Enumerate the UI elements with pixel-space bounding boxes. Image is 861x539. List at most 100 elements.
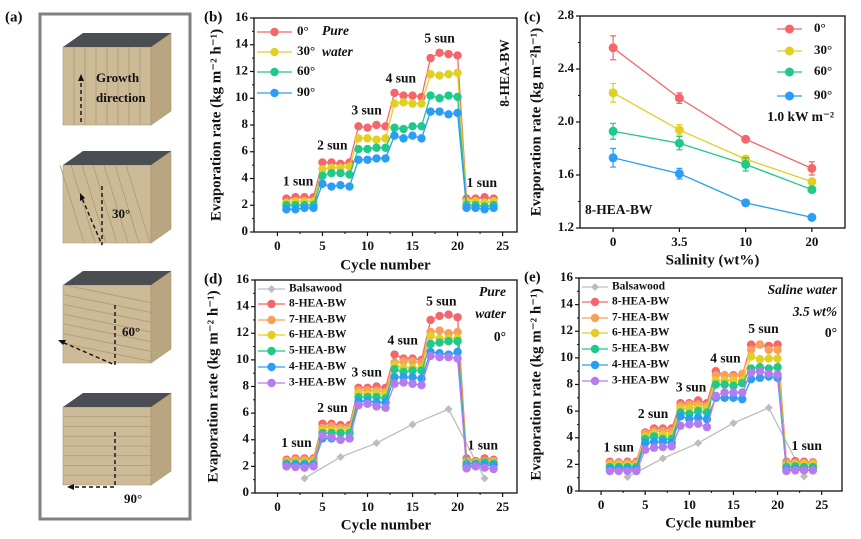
sun-annotation: 2 sun — [638, 406, 669, 421]
wood-channel — [62, 333, 152, 352]
legend-marker — [267, 378, 276, 388]
y-axis-label: Evaporation rate (kg m⁻²h⁻¹) — [528, 28, 544, 217]
wood-channel — [70, 164, 96, 244]
data-point — [435, 94, 444, 103]
data-point — [764, 354, 773, 363]
wood-block-3 — [62, 392, 172, 486]
x-tick-label: 20 — [771, 497, 784, 512]
legend-label: 4-HEA-BW — [612, 359, 670, 371]
data-point — [309, 203, 318, 213]
y-tick-label: 1.6 — [558, 166, 575, 181]
data-point — [291, 205, 300, 214]
wood-channel — [62, 323, 152, 343]
legend-item: 30° — [777, 42, 832, 57]
legend-item: 7-HEA-BW — [258, 314, 347, 326]
legend-label: 5-HEA-BW — [289, 345, 347, 357]
legend-marker — [590, 376, 600, 386]
note-sample: 8-HEA-BW — [585, 202, 653, 217]
series-line — [612, 157, 813, 219]
growth-label: direction — [96, 90, 146, 105]
series-line — [612, 92, 813, 183]
legend-marker — [267, 285, 276, 293]
data-point — [685, 420, 694, 429]
sun-annotation: 4 sun — [386, 71, 417, 86]
note-angle: 0° — [494, 329, 506, 344]
x-axis-label: Cycle number — [341, 517, 432, 533]
data-point — [800, 472, 809, 481]
legend-item: 90° — [777, 87, 832, 102]
legend-marker — [267, 299, 276, 309]
data-point — [336, 435, 345, 444]
data-point — [435, 48, 444, 57]
sun-annotation: 1 sun — [791, 438, 822, 453]
data-point — [363, 134, 372, 143]
data-point — [614, 466, 623, 476]
data-point — [381, 134, 390, 143]
data-point — [674, 169, 684, 179]
data-point — [755, 355, 765, 364]
data-point — [390, 364, 399, 374]
data-point — [390, 99, 399, 108]
y-tick-label: 2 — [242, 196, 249, 211]
data-point — [318, 158, 327, 167]
data-point — [390, 350, 399, 359]
wood-channel — [59, 164, 85, 244]
legend-item: 3-HEA-BW — [258, 377, 347, 389]
data-point — [711, 391, 720, 401]
data-point — [372, 402, 381, 411]
legend-label: 3-HEA-BW — [289, 377, 347, 389]
note-line1: Saline water — [768, 282, 838, 297]
arrow-head — [78, 74, 84, 81]
data-point — [372, 135, 381, 144]
y-tick-label: 4 — [567, 429, 574, 444]
x-tick-label: 25 — [815, 497, 829, 512]
data-point — [741, 159, 751, 169]
y-tick-label: 1.2 — [558, 219, 574, 234]
data-point — [693, 419, 703, 428]
series-line — [613, 130, 813, 191]
legend-marker — [267, 315, 276, 325]
legend-label: Balsawood — [289, 283, 343, 295]
x-tick-label: 5 — [642, 497, 649, 512]
series-balsawood — [623, 403, 809, 482]
data-point — [444, 310, 453, 319]
legend-label: 7-HEA-BW — [289, 314, 347, 326]
block-coating — [63, 151, 171, 165]
wood-block-1 — [59, 150, 172, 244]
data-point — [807, 177, 817, 187]
data-point — [453, 51, 462, 60]
panel-label: (c) — [524, 9, 541, 25]
data-point — [738, 378, 747, 388]
data-point — [372, 143, 381, 152]
data-point — [417, 122, 426, 131]
y-tick-label: 0 — [243, 484, 250, 499]
data-point — [746, 352, 756, 361]
note-angle: 0° — [825, 325, 837, 340]
data-point — [453, 92, 462, 102]
y-tick-label: 16 — [235, 9, 249, 24]
data-point — [426, 53, 435, 63]
data-point — [435, 338, 444, 347]
data-point — [381, 154, 390, 163]
data-point — [444, 49, 453, 59]
chart-d-samples-pure: 0 2 4 6 8 10 12 14 16 0 5 10 15 20 25 Cycle number Evapo… — [205, 271, 518, 533]
note-line2: 3.5 wt% — [792, 304, 837, 319]
legend-item: 0° — [777, 20, 826, 35]
data-point — [408, 357, 417, 366]
x-tick-label: 5 — [319, 238, 326, 253]
y-tick-label: 8 — [567, 375, 574, 390]
data-point — [738, 388, 747, 397]
y-tick-label: 16 — [236, 271, 250, 286]
data-point — [608, 126, 618, 136]
sun-annotation: 2 sun — [317, 400, 348, 415]
legend-label: 0° — [814, 20, 826, 35]
data-point — [444, 337, 453, 346]
data-point — [345, 182, 354, 191]
data-point — [363, 399, 372, 409]
data-point — [807, 163, 817, 173]
y-tick-label: 4 — [242, 169, 249, 184]
data-point — [453, 337, 462, 346]
wood-channel — [62, 294, 152, 313]
angle-label-30: 30° — [112, 206, 130, 221]
